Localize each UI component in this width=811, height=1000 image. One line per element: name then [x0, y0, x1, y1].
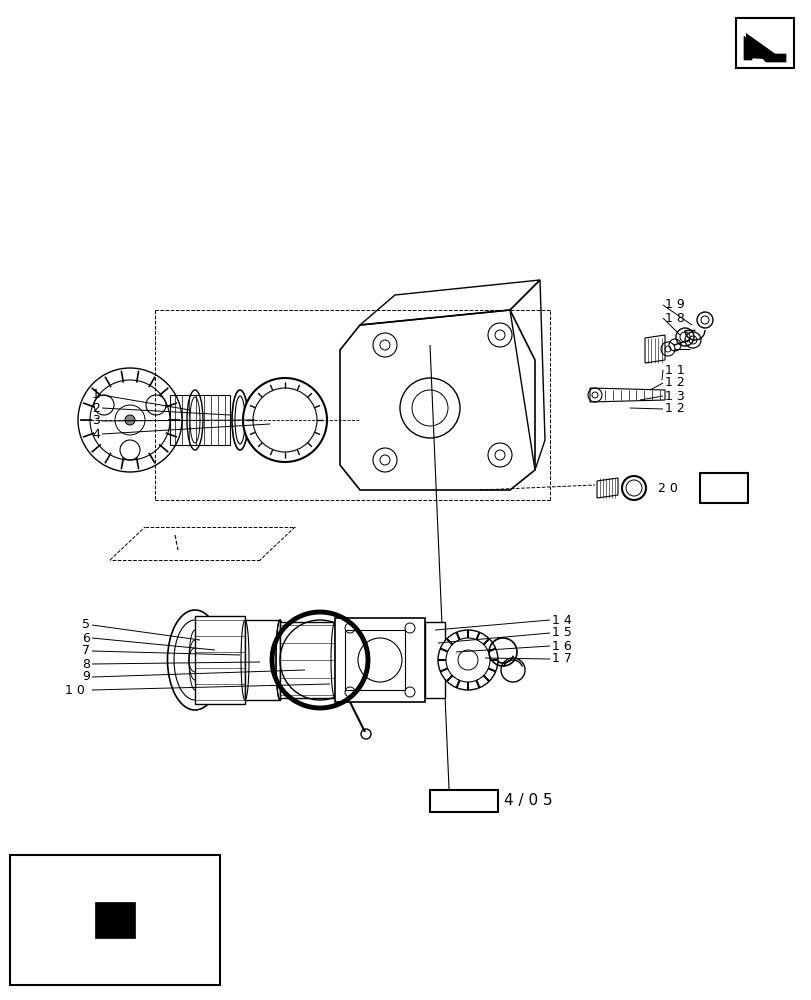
Text: 1 2: 1 2: [664, 402, 684, 416]
Polygon shape: [743, 36, 785, 62]
Text: 1 9: 1 9: [664, 298, 684, 312]
Text: 7: 7: [82, 645, 90, 658]
Bar: [280, 622, 335, 698]
Text: 8: 8: [82, 658, 90, 670]
Text: 5: 5: [82, 618, 90, 632]
Ellipse shape: [65, 892, 165, 947]
Bar: [95, 902, 135, 938]
Text: 1 0: 1 0: [65, 684, 85, 696]
Bar: [345, 630, 405, 690]
Ellipse shape: [167, 610, 222, 710]
Circle shape: [242, 378, 327, 462]
Text: 4 / 0 5: 4 / 0 5: [504, 793, 552, 808]
Text: 1 7: 1 7: [551, 652, 571, 666]
Text: 1 2: 1 2: [664, 376, 684, 389]
Text: 6: 6: [82, 632, 90, 645]
Bar: [699, 473, 747, 503]
Polygon shape: [25, 898, 38, 942]
Bar: [245, 620, 280, 700]
Text: 1 . 4 0 .: 1 . 4 0 .: [435, 793, 492, 808]
Circle shape: [125, 415, 135, 425]
Polygon shape: [745, 33, 783, 60]
Text: 2: 2: [92, 401, 100, 414]
Bar: [10, 855, 220, 985]
Ellipse shape: [232, 390, 247, 450]
Text: 3: 3: [92, 414, 100, 428]
Bar: [195, 616, 245, 704]
Bar: [430, 790, 497, 812]
Text: 1 4: 1 4: [551, 613, 571, 626]
Text: 1 6: 1 6: [551, 640, 571, 652]
Text: 4: 4: [92, 428, 100, 440]
Circle shape: [437, 630, 497, 690]
Bar: [424, 622, 444, 698]
Ellipse shape: [187, 390, 203, 450]
Text: 2 0: 2 0: [657, 482, 677, 494]
Text: 1 1: 1 1: [664, 363, 684, 376]
Text: 9: 9: [82, 670, 90, 684]
Polygon shape: [191, 898, 204, 942]
Bar: [335, 618, 424, 702]
Text: 1: 1: [92, 388, 100, 401]
Text: 2 1: 2 1: [713, 482, 733, 494]
Text: 1 3: 1 3: [664, 389, 684, 402]
Bar: [735, 18, 793, 68]
Bar: [169, 395, 230, 445]
Text: 1 5: 1 5: [551, 626, 571, 640]
Text: 1 8: 1 8: [664, 312, 684, 324]
